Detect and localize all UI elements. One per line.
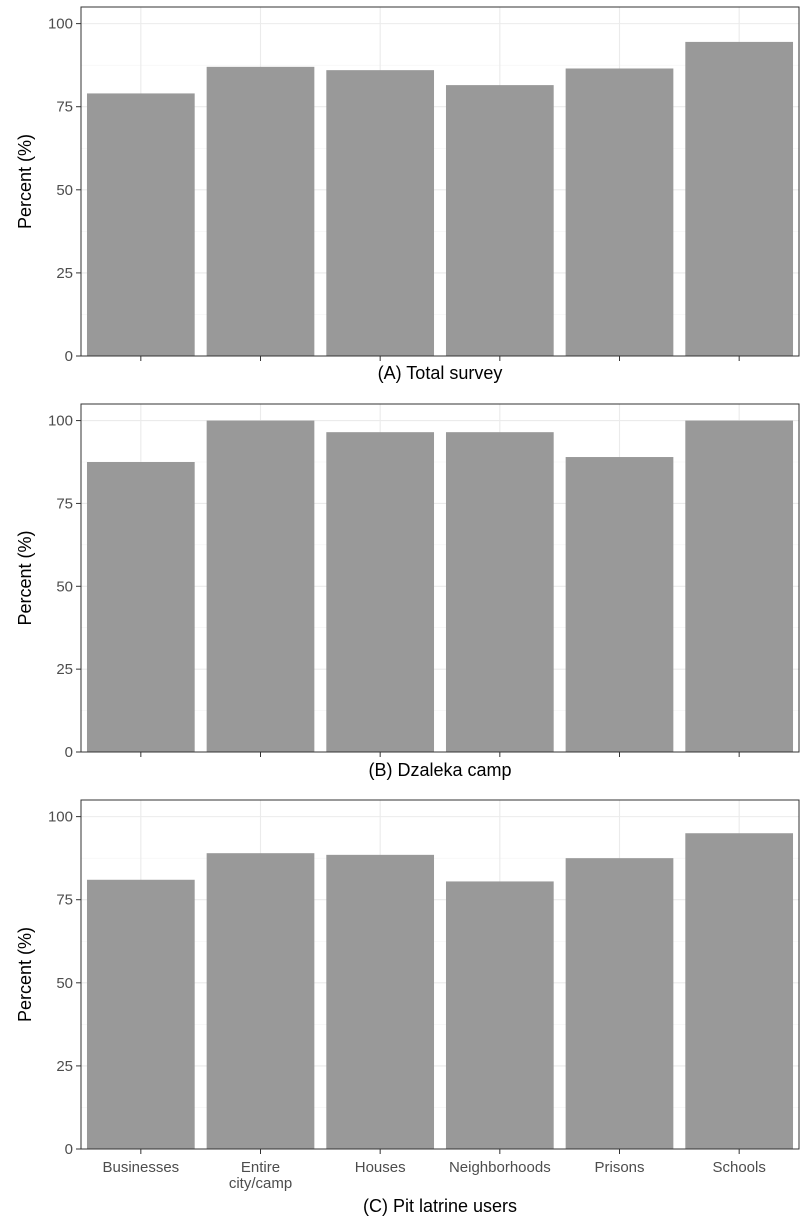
bar-schools <box>685 420 794 752</box>
panel-border <box>80 6 800 357</box>
y-tick-label: 100 <box>48 413 73 430</box>
x-axis-title: (B) Dzaleka camp <box>368 760 511 780</box>
y-tick-label: 0 <box>65 744 73 761</box>
x-tick-label: Neighborhoods <box>449 1159 551 1176</box>
bar-entire-city-camp <box>206 420 315 752</box>
bar-prisons <box>565 457 674 752</box>
y-tick-label: 25 <box>56 265 73 282</box>
bar-houses <box>326 432 435 752</box>
y-tick-label: 75 <box>56 892 73 909</box>
x-tick-label: Houses <box>355 1159 406 1176</box>
x-tick-label: Prisons <box>594 1159 644 1176</box>
y-tick-label: 75 <box>56 495 73 512</box>
x-tick-label: Schools <box>712 1159 765 1176</box>
bar-neighborhoods <box>445 85 554 356</box>
panel-border <box>80 799 800 1150</box>
y-tick-label: 50 <box>56 182 73 199</box>
y-tick-label: 0 <box>65 1141 73 1158</box>
bar-businesses <box>86 879 195 1149</box>
bar-entire-city-camp <box>206 853 315 1149</box>
bar-businesses <box>86 462 195 752</box>
x-tick-label: Entire <box>241 1159 280 1176</box>
y-tick-label: 75 <box>56 99 73 116</box>
y-tick-label: 0 <box>65 348 73 365</box>
bar-houses <box>326 70 435 357</box>
x-tick-label: Businesses <box>102 1159 179 1176</box>
bar-businesses <box>86 93 195 357</box>
bar-neighborhoods <box>445 881 554 1149</box>
y-tick-label: 50 <box>56 578 73 595</box>
bar-houses <box>326 854 435 1149</box>
bar-prisons <box>565 68 674 356</box>
y-axis-title: Percent (%) <box>15 134 35 229</box>
bar-entire-city-camp <box>206 66 315 356</box>
bar-neighborhoods <box>445 432 554 752</box>
y-tick-label: 25 <box>56 1058 73 1075</box>
y-tick-label: 25 <box>56 661 73 678</box>
y-axis-title: Percent (%) <box>15 927 35 1022</box>
x-axis-title: (C) Pit latrine users <box>363 1196 517 1216</box>
x-tick-label: city/camp <box>229 1175 292 1192</box>
y-tick-label: 100 <box>48 809 73 826</box>
y-tick-label: 50 <box>56 975 73 992</box>
bar-prisons <box>565 858 674 1149</box>
x-axis-title: (A) Total survey <box>378 363 503 383</box>
bar-schools <box>685 833 794 1149</box>
panel-border <box>80 403 800 753</box>
bar-schools <box>685 41 794 357</box>
y-axis-title: Percent (%) <box>15 530 35 625</box>
y-tick-label: 100 <box>48 16 73 33</box>
